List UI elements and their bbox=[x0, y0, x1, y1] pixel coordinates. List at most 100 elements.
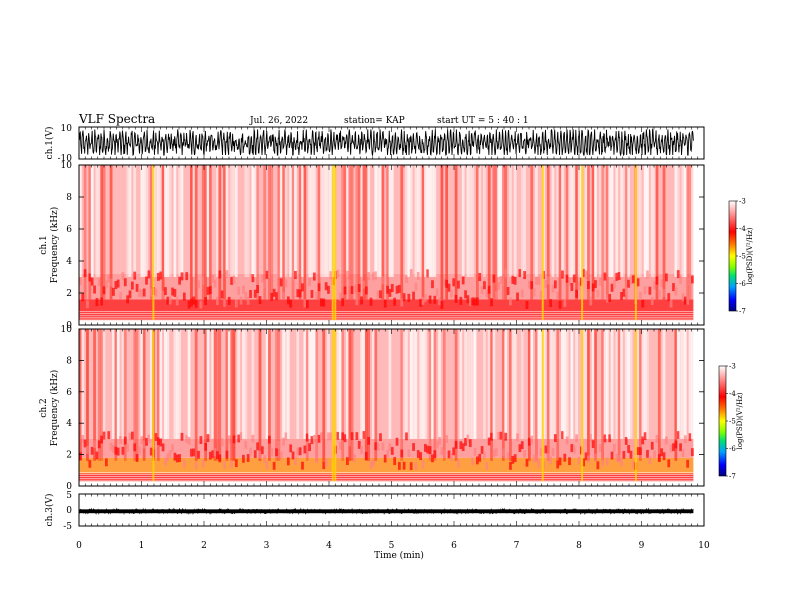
time-axis-labels: 0 1 2 3 4 5 6 7 8 9 10 bbox=[76, 541, 710, 551]
spectrogram-speckle bbox=[360, 296, 363, 305]
spectrogram-speckle bbox=[620, 458, 623, 467]
spectrogram-quiet-column bbox=[584, 329, 588, 439]
spectrogram-speckle bbox=[475, 297, 479, 306]
spectrogram-quiet-column bbox=[520, 329, 524, 439]
spectrogram-quiet-column bbox=[608, 165, 612, 277]
spectrogram-quiet-column bbox=[641, 329, 645, 439]
spectrogram-speckle bbox=[393, 297, 397, 306]
spectrogram-speckle bbox=[660, 279, 664, 288]
spectrogram-speckle bbox=[487, 437, 491, 446]
spectrogram-quiet-column bbox=[376, 165, 380, 277]
spectrogram-speckle bbox=[565, 436, 569, 445]
spectrogram-quiet-column bbox=[466, 329, 470, 439]
spectrogram-speckle bbox=[88, 273, 92, 282]
spectrogram-speckle bbox=[546, 453, 550, 461]
spectrogram-quiet-column bbox=[284, 165, 288, 277]
spectrogram-active-column bbox=[381, 165, 385, 300]
spectrogram-speckle bbox=[483, 451, 486, 460]
spectrogram-speckle bbox=[669, 299, 673, 308]
spectrogram-speckle bbox=[650, 297, 654, 306]
spectrogram-speckle bbox=[379, 290, 382, 299]
spectrogram-event-line bbox=[331, 165, 334, 321]
spectrogram-active-column bbox=[494, 165, 498, 300]
spectrogram-quiet-column bbox=[173, 165, 177, 277]
spectrogram-speckle bbox=[308, 443, 311, 452]
spectrogram-speckle bbox=[187, 300, 191, 309]
spectrogram-speckle bbox=[374, 271, 378, 280]
spectrogram-quiet-column bbox=[636, 165, 640, 277]
spectrogram-quiet-column bbox=[553, 329, 557, 439]
spectrogram-speckle bbox=[145, 437, 148, 446]
spectrogram-speckle bbox=[539, 290, 543, 299]
spectrogram-speckle bbox=[535, 276, 538, 285]
spectrogram-speckle bbox=[242, 285, 245, 294]
time-tick-label: 4 bbox=[326, 541, 332, 551]
spectrogram-quiet-column bbox=[303, 329, 307, 439]
spectrogram-quiet-column bbox=[419, 165, 423, 277]
spectrogram-speckle bbox=[194, 461, 198, 470]
spectrogram-speckle bbox=[341, 298, 345, 307]
ch1-frequency-ylabel: Frequency (kHz) bbox=[49, 207, 60, 284]
spectrogram-quiet-column bbox=[253, 165, 257, 277]
spectrogram-quiet-column bbox=[142, 165, 146, 277]
spectrogram-speckle bbox=[442, 278, 446, 287]
spectrogram-quiet-column bbox=[338, 329, 342, 439]
spectrogram-speckle bbox=[501, 448, 505, 457]
spectrogram-quiet-column bbox=[166, 329, 170, 439]
spectrogram-quiet-column bbox=[679, 329, 682, 439]
spectrogram-active-column bbox=[428, 329, 432, 461]
spectrogram-speckle bbox=[367, 436, 371, 445]
spectrogram-active-column bbox=[86, 329, 89, 461]
spectrogram-speckle bbox=[520, 289, 524, 298]
spectrogram-band bbox=[79, 473, 694, 482]
spectrogram-speckle bbox=[121, 272, 125, 281]
spectrogram-speckle bbox=[376, 290, 380, 299]
ch1-colorbar-ticks: -3 -4 -5 -6 -7 bbox=[736, 198, 746, 316]
spectrogram-active-column bbox=[109, 165, 113, 300]
spectrogram-speckle bbox=[97, 277, 101, 286]
ch3-waveform-trace bbox=[78, 507, 694, 516]
spectrogram-quiet-column bbox=[310, 165, 314, 277]
spectrogram-speckle bbox=[525, 458, 529, 467]
colorbar-tick-label: -4 bbox=[739, 225, 746, 233]
spectrogram-band bbox=[79, 329, 694, 439]
spectrogram-quiet-column bbox=[173, 329, 177, 439]
spectrogram-active-column bbox=[501, 165, 505, 300]
frequency-tick-label: 2 bbox=[66, 451, 72, 461]
spectrogram-speckle bbox=[242, 454, 245, 463]
spectrogram-quiet-column bbox=[643, 165, 647, 277]
spectrogram-quiet-column bbox=[140, 329, 144, 439]
spectrogram-speckle bbox=[185, 272, 189, 281]
spectrogram-speckle bbox=[130, 281, 134, 290]
spectrogram-quiet-column bbox=[570, 329, 574, 439]
spectrogram-speckle bbox=[260, 446, 264, 455]
spectrogram-speckle bbox=[457, 459, 460, 468]
spectrogram-speckle bbox=[164, 287, 167, 296]
spectrogram-speckle bbox=[558, 457, 562, 466]
spectrogram-speckle bbox=[594, 453, 597, 462]
spectrogram-speckle bbox=[324, 282, 328, 291]
spectrogram-speckle bbox=[95, 298, 99, 307]
spectrogram-speckle bbox=[490, 298, 493, 307]
spectrogram-quiet-column bbox=[322, 165, 326, 277]
spectrogram-speckle bbox=[164, 457, 167, 466]
spectrogram-speckle bbox=[438, 436, 441, 445]
spectrogram-quiet-column bbox=[466, 165, 470, 277]
spectrogram-speckle bbox=[400, 298, 404, 307]
spectrogram-quiet-column bbox=[414, 165, 418, 277]
spectrogram-active-column bbox=[201, 165, 205, 300]
spectrogram-speckle bbox=[142, 288, 146, 297]
spectrogram-active-column bbox=[357, 165, 361, 300]
spectrogram-quiet-column bbox=[513, 165, 517, 277]
spectrogram-speckle bbox=[348, 279, 352, 288]
spectrogram-speckle bbox=[624, 436, 628, 445]
spectrogram-speckle bbox=[263, 279, 267, 288]
spectrogram-speckle bbox=[653, 450, 656, 459]
spectrogram-active-column bbox=[133, 329, 137, 461]
spectrogram-speckle bbox=[639, 292, 642, 301]
spectrogram-speckle bbox=[109, 442, 113, 451]
spectrogram-speckle bbox=[249, 447, 252, 456]
frequency-tick-label: 8 bbox=[66, 356, 72, 366]
ch2-frequency-ticks: 0 2 4 6 8 10 bbox=[61, 325, 704, 492]
spectrogram-quiet-column bbox=[575, 329, 578, 439]
